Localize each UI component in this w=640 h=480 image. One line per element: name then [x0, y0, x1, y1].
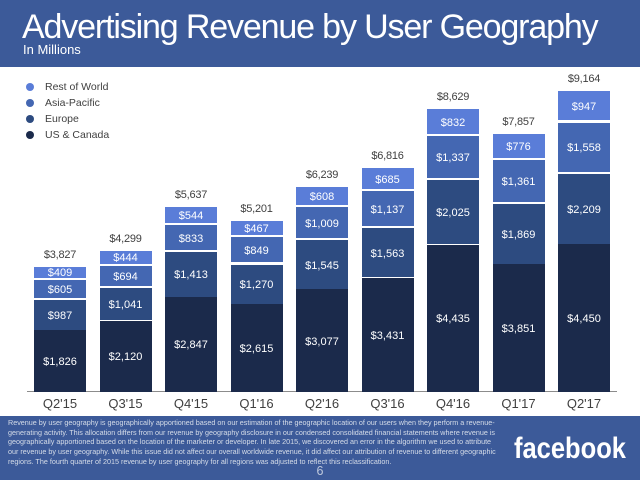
- svg-text:facebook: facebook: [514, 432, 626, 464]
